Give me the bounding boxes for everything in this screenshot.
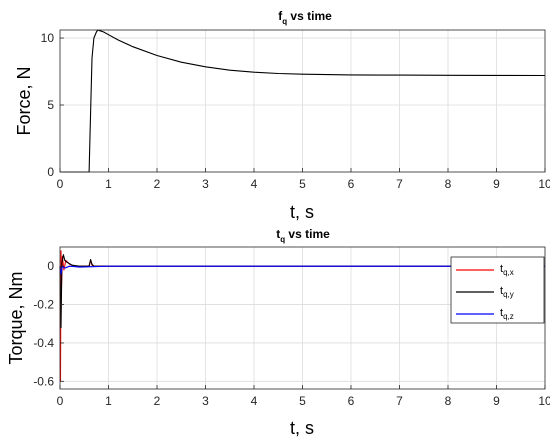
x-tick-label: 2: [154, 177, 161, 191]
x-tick-label: 9: [493, 177, 500, 191]
y-tick-label: -0.6: [33, 374, 54, 388]
force-ticks: 0 1 2 3 4 5 6 7 8 9 10 0 5 10: [41, 31, 550, 191]
y-tick-label: 0: [47, 165, 54, 179]
x-tick-label: 2: [154, 394, 161, 408]
x-tick-label: 5: [299, 394, 306, 408]
x-tick-label: 10: [538, 177, 550, 191]
torque-xlabel: t, s: [290, 418, 314, 438]
x-tick-label: 0: [57, 394, 64, 408]
y-tick-label: 5: [47, 98, 54, 112]
x-tick-label: 7: [396, 394, 403, 408]
torque-plot: tq vs time 0 1 2 3 4 5 6 7 8 9 10 -0.6 -0.4 -0.2 0 t, …: [6, 227, 550, 438]
force-xlabel: t, s: [290, 202, 314, 222]
x-tick-label: 4: [251, 177, 258, 191]
legend-label: tq,x: [500, 263, 514, 277]
x-tick-label: 9: [493, 394, 500, 408]
x-tick-label: 10: [538, 394, 550, 408]
y-tick-label: 0: [47, 259, 54, 273]
force-grid: [60, 30, 545, 172]
torque-legend: tq,x tq,y tq,z: [450, 256, 545, 324]
series-line-1: [59, 254, 545, 329]
torque-plot-title: tq vs time: [276, 227, 330, 244]
force-plot-title: fq vs time: [278, 9, 332, 26]
x-tick-label: 1: [105, 394, 112, 408]
x-tick-label: 3: [202, 177, 209, 191]
x-tick-label: 7: [396, 177, 403, 191]
y-tick-label: 10: [41, 31, 55, 45]
torque-ylabel: Torque, Nm: [6, 271, 26, 364]
y-tick-label: -0.2: [33, 298, 54, 312]
x-tick-label: 4: [251, 394, 258, 408]
x-tick-label: 8: [445, 177, 452, 191]
legend-box: [450, 256, 545, 324]
torque-ticks: 0 1 2 3 4 5 6 7 8 9 10 -0.6 -0.4 -0.2 0: [33, 259, 550, 408]
x-tick-label: 8: [445, 394, 452, 408]
series-line-2: [59, 265, 545, 275]
y-tick-label: -0.4: [33, 336, 54, 350]
x-tick-label: 1: [105, 177, 112, 191]
x-tick-label: 5: [299, 177, 306, 191]
force-plot: fq vs time 0 1 2 3 4 5 6 7 8 9 10 0 5 10 t, s Force, …: [14, 9, 550, 222]
legend-label: tq,z: [500, 307, 514, 321]
x-tick-label: 3: [202, 394, 209, 408]
x-tick-label: 0: [57, 177, 64, 191]
x-tick-label: 6: [348, 394, 355, 408]
torque-series: [59, 250, 545, 382]
force-ylabel: Force, N: [14, 66, 34, 135]
series-line-0: [60, 29, 546, 173]
force-series: [60, 29, 546, 173]
legend-label: tq,y: [500, 285, 514, 299]
x-tick-label: 6: [348, 177, 355, 191]
